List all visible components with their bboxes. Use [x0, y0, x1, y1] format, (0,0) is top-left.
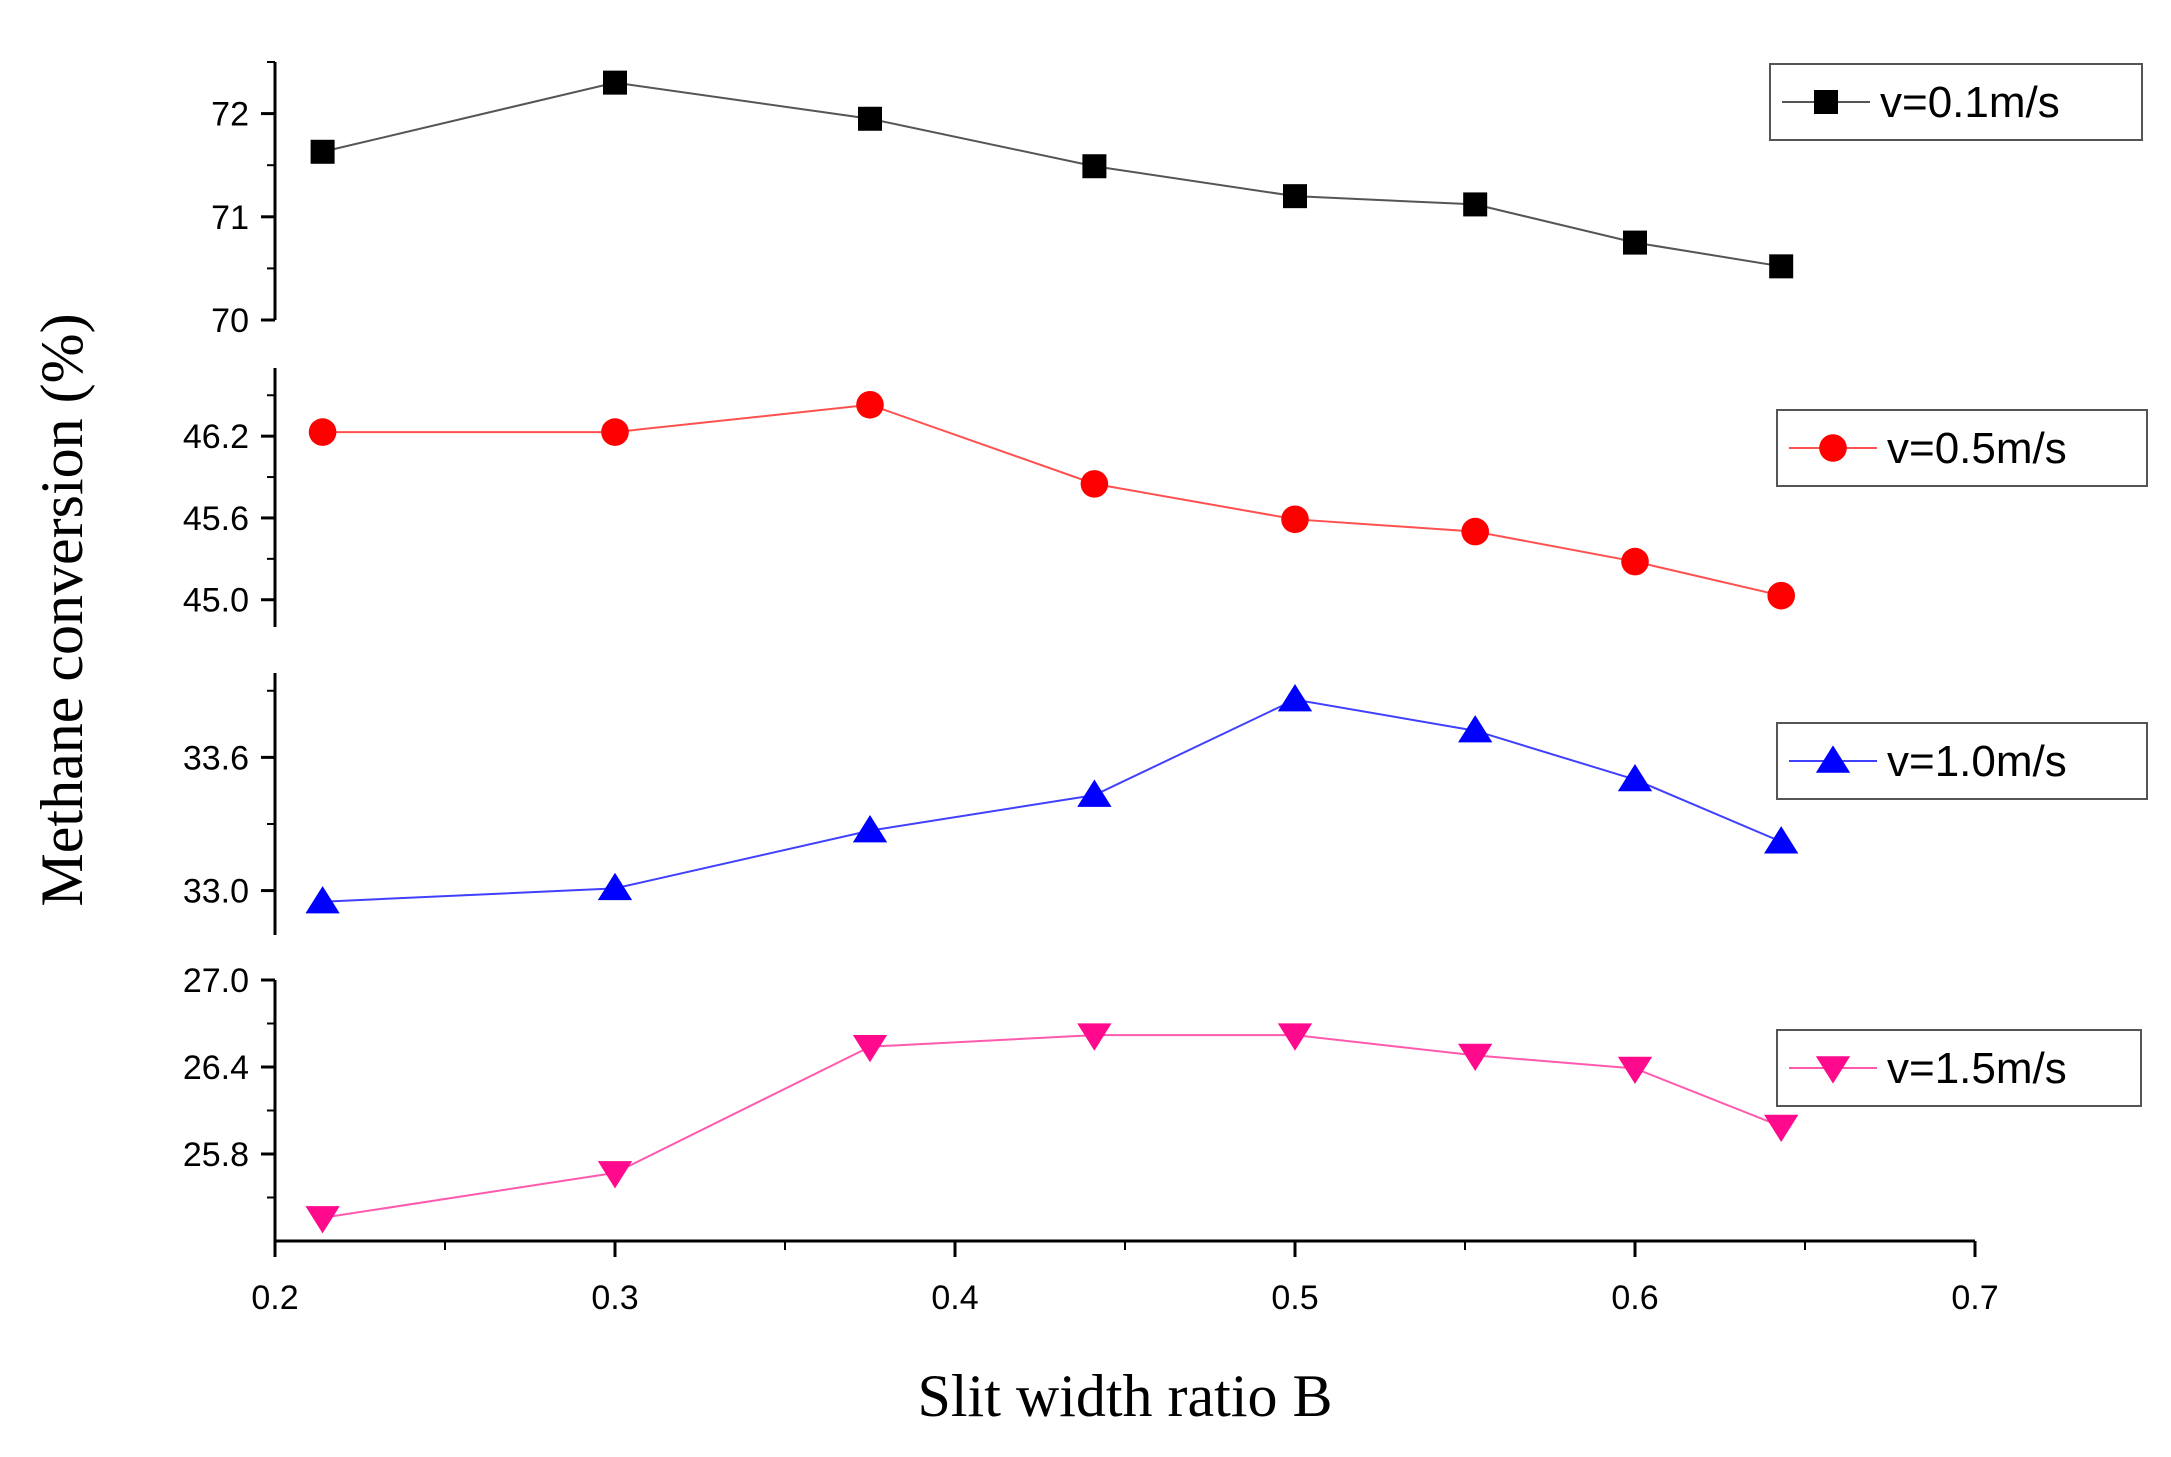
data-point [597, 872, 633, 901]
y-tick-label: 26.4 [183, 1049, 249, 1087]
data-point [1617, 763, 1653, 792]
data-point [1621, 547, 1649, 576]
y-tick-label: 72 [211, 96, 249, 134]
series-line-2 [322, 403, 1782, 597]
data-point [1623, 230, 1647, 255]
y-axis-label: Methane conversion (%) [29, 313, 95, 906]
legend-label: v=0.5m/s [1887, 424, 2067, 473]
data-point [1080, 470, 1109, 498]
series-line-3 [322, 698, 1782, 903]
series-line-4 [322, 1034, 1782, 1219]
series-line-1 [322, 81, 1782, 268]
data-point [852, 815, 888, 843]
legend-3: v=1.0m/s [1776, 722, 2148, 800]
y-tick-label: 71 [211, 199, 249, 237]
legend-marker [1815, 745, 1851, 773]
legend-4: v=1.5m/s [1776, 1029, 2142, 1107]
legend-box [1769, 63, 2143, 141]
data-point [852, 1035, 888, 1063]
data-point [1458, 715, 1493, 743]
data-point [1277, 684, 1313, 712]
y-tick-label: 25.8 [183, 1136, 249, 1174]
legend-label: v=1.5m/s [1887, 1044, 2067, 1093]
data-point [1082, 154, 1107, 179]
data-point [1764, 826, 1799, 854]
legend-label: v=0.1m/s [1880, 78, 2060, 127]
data-point [1281, 505, 1309, 534]
data-point [858, 106, 882, 131]
x-tick-label: 0.7 [1951, 1279, 1998, 1317]
data-point [1463, 192, 1488, 217]
data-point [305, 1206, 340, 1234]
data-point [1277, 1023, 1313, 1051]
data-point [1461, 517, 1489, 546]
y-tick-label: 45.6 [183, 500, 249, 538]
legend-marker [1814, 90, 1838, 114]
data-point [1283, 184, 1307, 209]
data-point [603, 70, 627, 95]
panel-4: 25.8 26.4 27.0 v=1.5m/s [183, 962, 2142, 1241]
data-point [1077, 779, 1112, 807]
panel-1: 70 71 72 v=0.1m/s [211, 61, 2143, 340]
x-tick-label: 0.6 [1611, 1279, 1658, 1317]
data-point [308, 418, 337, 446]
data-point [1767, 581, 1795, 610]
data-point [1769, 254, 1794, 279]
x-tick-label: 0.2 [251, 1279, 298, 1317]
y-tick-label: 70 [211, 302, 249, 340]
data-point [601, 418, 629, 446]
legend-label: v=1.0m/s [1887, 737, 2067, 786]
panel-2: 45.0 45.6 46.2 v=0.5m/s [183, 368, 2148, 627]
data-point [597, 1161, 633, 1189]
legend-2: v=0.5m/s [1776, 409, 2148, 487]
y-tick-label: 46.2 [183, 418, 249, 456]
data-point [856, 391, 884, 419]
y-tick-label: 33.6 [183, 739, 249, 777]
y-tick-label: 27.0 [183, 962, 249, 1000]
legend-marker [1819, 434, 1847, 462]
x-axis-label: Slit width ratio B [917, 1363, 1332, 1429]
y-tick-label: 45.0 [183, 582, 249, 620]
x-axis: 0.2 0.3 0.4 0.5 0.6 0.7 [251, 1239, 1999, 1317]
y-tick-label: 33.0 [183, 873, 249, 911]
legend-marker [1815, 1056, 1851, 1084]
x-tick-label: 0.5 [1271, 1279, 1318, 1317]
legend-1: v=0.1m/s [1769, 63, 2143, 141]
data-point [1617, 1056, 1653, 1085]
data-point [1764, 1114, 1799, 1143]
data-point [1458, 1043, 1493, 1071]
data-point [305, 886, 340, 914]
data-point [310, 139, 335, 164]
x-tick-label: 0.3 [591, 1279, 638, 1317]
panel-3: 33.0 33.6 v=1.0m/s [183, 673, 2148, 935]
x-tick-label: 0.4 [931, 1279, 978, 1317]
data-point [1077, 1023, 1112, 1051]
